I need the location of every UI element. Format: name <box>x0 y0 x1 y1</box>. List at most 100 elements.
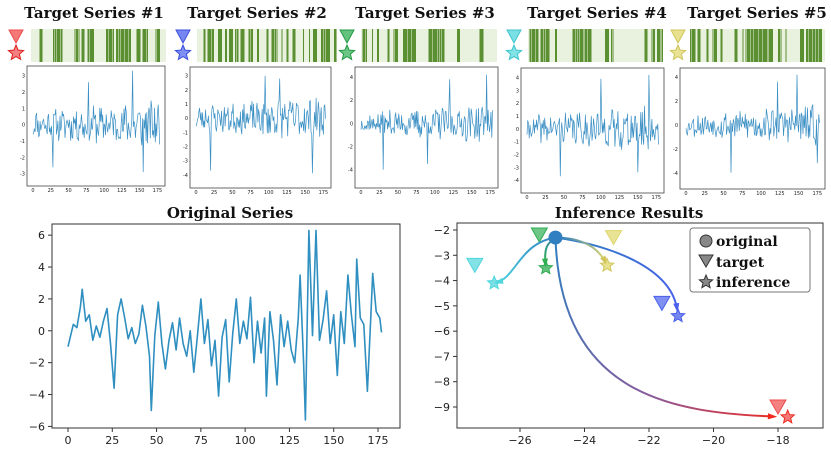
barcode-bar <box>750 29 754 62</box>
y-tick-label: −3 <box>434 249 450 262</box>
barcode-bar <box>313 29 317 62</box>
x-tick-label: 25 <box>211 190 217 196</box>
y-tick-label: -4 <box>348 168 353 174</box>
y-tick-label: -4 <box>514 178 519 184</box>
series-line <box>195 75 326 174</box>
inference-marker <box>599 257 615 273</box>
inference-marker <box>670 307 686 323</box>
original-series-line <box>67 229 383 421</box>
barcode-bar <box>587 29 592 62</box>
barcode-bar <box>747 29 750 62</box>
barcode-bar <box>116 29 118 62</box>
barcode-bar <box>323 29 326 62</box>
panel-title-3: Target Series #3 <box>355 4 495 22</box>
y-tick-label: 2 <box>350 98 353 104</box>
barcode-bar <box>544 29 545 62</box>
barcode-bar <box>57 29 60 62</box>
barcode-bar <box>479 29 484 62</box>
y-tick-label: −4 <box>434 275 450 288</box>
barcode-bar <box>697 29 701 62</box>
y-tick-label: -2 <box>673 147 678 153</box>
barcode-strip-4 <box>528 29 663 62</box>
target-series-plot-2: -4 -3 -2 -1 0 1 2 3 0 25 50 75 100 125 150 175 <box>183 66 332 196</box>
legend-label: inference <box>716 275 790 291</box>
barcode-bar <box>336 29 337 62</box>
barcode-bar <box>657 29 660 62</box>
y-tick-label: 0 <box>38 325 45 338</box>
barcode-bar <box>76 29 78 62</box>
barcode-bar <box>428 29 433 62</box>
barcode-bar <box>387 29 390 62</box>
barcode-bar <box>585 29 587 62</box>
barcode-bar <box>545 29 550 62</box>
barcode-bar <box>800 29 804 62</box>
barcode-bar <box>644 29 648 62</box>
barcode-bar <box>535 29 539 62</box>
barcode-bar <box>225 29 227 62</box>
x-tick-label: 125 <box>449 190 459 196</box>
barcode-bar <box>780 29 782 62</box>
y-tick-label: 3 <box>185 74 188 80</box>
barcode-bar <box>275 29 276 62</box>
barcode-bar <box>395 29 398 62</box>
inference-marker <box>537 259 554 275</box>
x-tick-label: −26 <box>508 434 531 447</box>
y-tick-label: -3 <box>20 172 25 178</box>
x-tick-label: 150 <box>300 190 310 196</box>
x-tick-label: 150 <box>794 191 804 197</box>
y-tick-label: 3 <box>516 88 519 94</box>
barcode-bar <box>54 29 57 62</box>
barcode-bar <box>60 29 63 62</box>
series-line <box>32 70 160 173</box>
barcode-bar <box>651 29 653 62</box>
legend-box <box>689 227 811 293</box>
y-tick-label: -4 <box>673 171 678 177</box>
x-tick-label: 25 <box>105 434 119 447</box>
x-tick-label: −22 <box>637 434 660 447</box>
barcode-bar <box>292 29 296 62</box>
target-marker <box>769 399 787 416</box>
x-tick-label: 175 <box>153 188 163 194</box>
legend-circle-icon <box>699 234 713 248</box>
target-marker <box>604 230 623 246</box>
barcode-bar <box>257 29 259 62</box>
barcode-bar <box>39 29 43 62</box>
x-tick-label: 150 <box>135 188 145 194</box>
barcode-bar <box>691 29 696 62</box>
legend-triangle-icon <box>698 254 714 268</box>
y-tick-label: 0 <box>516 127 519 133</box>
y-tick-label: 4 <box>350 75 353 81</box>
inference-arrow <box>555 236 679 310</box>
y-tick-label: −7 <box>434 350 450 363</box>
barcode-bar <box>362 29 366 62</box>
y-tick-label: 2 <box>675 99 678 105</box>
barcode-bar <box>207 29 212 62</box>
y-tick-label: 0 <box>185 116 188 122</box>
barcode-bar <box>440 29 441 62</box>
barcode-bar <box>745 29 747 62</box>
x-tick-label: 0 <box>684 191 687 197</box>
y-tick-label: −2 <box>434 224 450 237</box>
barcode-bar <box>612 29 614 62</box>
x-tick-label: 100 <box>235 434 256 447</box>
barcode-bar <box>767 29 769 62</box>
barcode-bar <box>706 29 709 62</box>
x-tick-label: 100 <box>756 191 766 197</box>
x-tick-label: 125 <box>117 188 127 194</box>
arrow-head <box>767 413 778 420</box>
series-line <box>526 74 659 177</box>
x-tick-label: 125 <box>279 434 300 447</box>
barcode-bar <box>769 29 773 62</box>
y-tick-label: 2 <box>22 90 25 96</box>
barcode-bar <box>806 29 808 62</box>
y-tick-label: −6 <box>29 420 45 433</box>
x-tick-label: 50 <box>720 191 726 197</box>
barcode-bar <box>321 29 323 62</box>
barcode-bar <box>653 29 655 62</box>
x-tick-label: 50 <box>229 190 235 196</box>
target-triangle-icon <box>8 29 24 45</box>
x-tick-label: 125 <box>615 195 625 201</box>
barcode-bar <box>532 29 535 62</box>
target-marker <box>530 227 549 244</box>
barcode-bar <box>407 29 412 62</box>
